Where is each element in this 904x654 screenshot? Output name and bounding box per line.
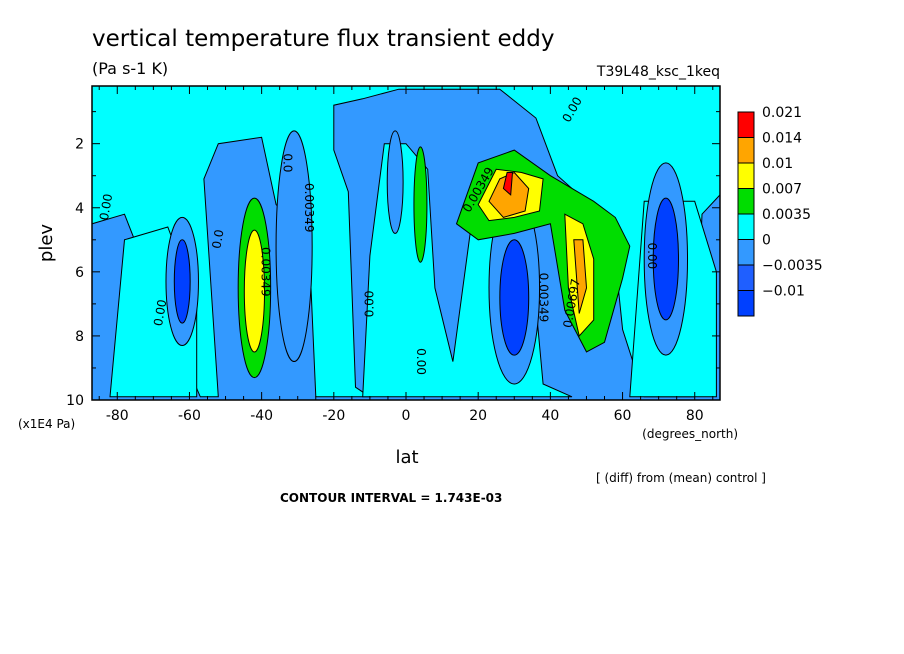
plot-area: 0.00 0.00 0.0 0.00349 0.0 0.00349 0.00 0.00 0.00… bbox=[92, 86, 720, 400]
negative-region-eq bbox=[386, 130, 404, 234]
positive-core-m42 bbox=[243, 229, 266, 353]
legend-level-label: 0 bbox=[762, 233, 771, 249]
x-axis-units: (degrees_north) bbox=[642, 427, 738, 441]
legend-swatch bbox=[737, 137, 755, 164]
contour-label: 0.00 bbox=[645, 242, 659, 269]
legend-swatch bbox=[737, 111, 755, 138]
positive-peak-nh bbox=[502, 172, 514, 196]
contour-label: 0.00 bbox=[151, 298, 169, 327]
y-axis-units: (x1E4 Pa) bbox=[18, 417, 75, 431]
positive-band-nh-lower bbox=[573, 239, 588, 314]
contour-interval: CONTOUR INTERVAL = 1.743E-03 bbox=[280, 491, 502, 505]
contour-label: 0.0 bbox=[209, 228, 226, 249]
diff-note: [ (diff) from (mean) control ] bbox=[596, 471, 766, 485]
x-tick-label: 40 bbox=[541, 408, 559, 424]
x-tick-label: -40 bbox=[250, 408, 273, 424]
x-tick-label: 0 bbox=[402, 408, 411, 424]
negative-core-south bbox=[173, 239, 191, 324]
legend-swatch bbox=[737, 290, 755, 317]
contour-label: 0.00349 bbox=[537, 273, 551, 323]
contour-label: 0.00 bbox=[97, 193, 115, 222]
chart-title: vertical temperature flux transient eddy bbox=[92, 26, 554, 52]
legend-level-label: 0.021 bbox=[762, 105, 802, 121]
negative-region-m31 bbox=[275, 130, 313, 363]
run-id: T39L48_ksc_1keq bbox=[596, 64, 720, 80]
negative-core-n30 bbox=[499, 239, 530, 356]
contour-label: 0.00 bbox=[363, 291, 377, 318]
x-axis-label: lat bbox=[395, 447, 418, 468]
chart-units: (Pa s-1 K) bbox=[92, 59, 168, 78]
y-tick-label: 2 bbox=[75, 137, 84, 153]
contour-label: 0.00 bbox=[414, 348, 428, 375]
legend-level-label: 0.0035 bbox=[762, 207, 811, 223]
y-tick-label: 8 bbox=[75, 329, 84, 345]
y-tick-label: 4 bbox=[75, 201, 84, 217]
legend-level-label: 0.007 bbox=[762, 182, 802, 198]
x-tick-label: -20 bbox=[322, 408, 345, 424]
positive-region-eq bbox=[413, 146, 428, 263]
negative-core-n72 bbox=[652, 197, 679, 321]
legend-swatch bbox=[737, 188, 755, 215]
legend-level-label: −0.0035 bbox=[762, 258, 823, 274]
contour-label: 0.00349 bbox=[259, 247, 273, 297]
x-tick-label: 20 bbox=[469, 408, 487, 424]
y-tick-label: 6 bbox=[75, 265, 84, 281]
x-tick-label: 80 bbox=[686, 408, 704, 424]
legend-swatch bbox=[737, 213, 755, 240]
legend-level-label: 0.01 bbox=[762, 156, 793, 172]
legend-swatch bbox=[737, 239, 755, 266]
x-tick-label: 60 bbox=[614, 408, 632, 424]
x-tick-label: -80 bbox=[106, 408, 129, 424]
y-axis: 2 4 6 8 10 bbox=[66, 111, 720, 409]
legend-swatch bbox=[737, 162, 755, 189]
positive-band-nh-upper bbox=[488, 171, 530, 218]
legend-swatch bbox=[737, 264, 755, 291]
y-axis-label: plev bbox=[36, 224, 57, 263]
x-tick-label: -60 bbox=[178, 408, 201, 424]
x-axis: -80 -60 -40 -20 0 20 40 60 80 bbox=[98, 86, 714, 424]
contour-label: 0.00349 bbox=[302, 183, 316, 233]
contour-label: 0.0 bbox=[280, 153, 294, 172]
legend-level-label: 0.014 bbox=[762, 131, 802, 147]
legend-level-label: −0.01 bbox=[762, 284, 805, 300]
y-tick-label: 10 bbox=[66, 393, 84, 409]
legend: 0.021 0.014 0.01 0.007 0.0035 0 −0.0035 −0.01 bbox=[737, 105, 823, 317]
